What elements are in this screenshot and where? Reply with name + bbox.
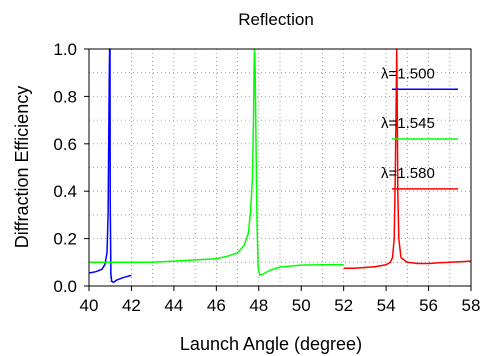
series-line-2	[89, 48, 344, 277]
legend-label-1: λ=1.500	[381, 65, 435, 82]
x-tick-label: 58	[462, 296, 481, 315]
x-axis-label: Launch Angle (degree)	[180, 334, 362, 354]
x-tick-label: 52	[334, 296, 353, 315]
y-tick-label: 0.4	[53, 182, 77, 201]
y-tick-label: 0.6	[53, 135, 77, 154]
y-tick-label: 0.2	[53, 230, 77, 249]
chart-title: Reflection	[238, 10, 314, 29]
legend-label-2: λ=1.545	[381, 115, 435, 132]
y-tick-label: 0.0	[53, 277, 77, 296]
x-tick-label: 54	[377, 296, 396, 315]
y-tick-label: 1.0	[53, 40, 77, 59]
series-line-1	[88, 48, 132, 284]
axis-ticks: 40 42 44 46 48 50 52 54 56 58 0.0 0.2 0.4 0.6 0.8 1.0	[53, 40, 480, 315]
plot-frame	[88, 48, 472, 287]
series-line-3	[343, 48, 472, 269]
y-tick-label: 0.8	[53, 87, 77, 106]
x-tick-label: 56	[419, 296, 438, 315]
x-tick-label: 44	[164, 296, 183, 315]
x-tick-label: 50	[292, 296, 311, 315]
x-tick-label: 46	[207, 296, 226, 315]
legend-label-3: λ=1.580	[381, 165, 435, 182]
x-tick-label: 48	[249, 296, 268, 315]
y-axis-label: Diffraction Efficiency	[12, 86, 32, 248]
legend: λ=1.500 λ=1.545 λ=1.580	[381, 65, 458, 190]
x-tick-label: 42	[122, 296, 141, 315]
x-tick-label: 40	[80, 296, 99, 315]
